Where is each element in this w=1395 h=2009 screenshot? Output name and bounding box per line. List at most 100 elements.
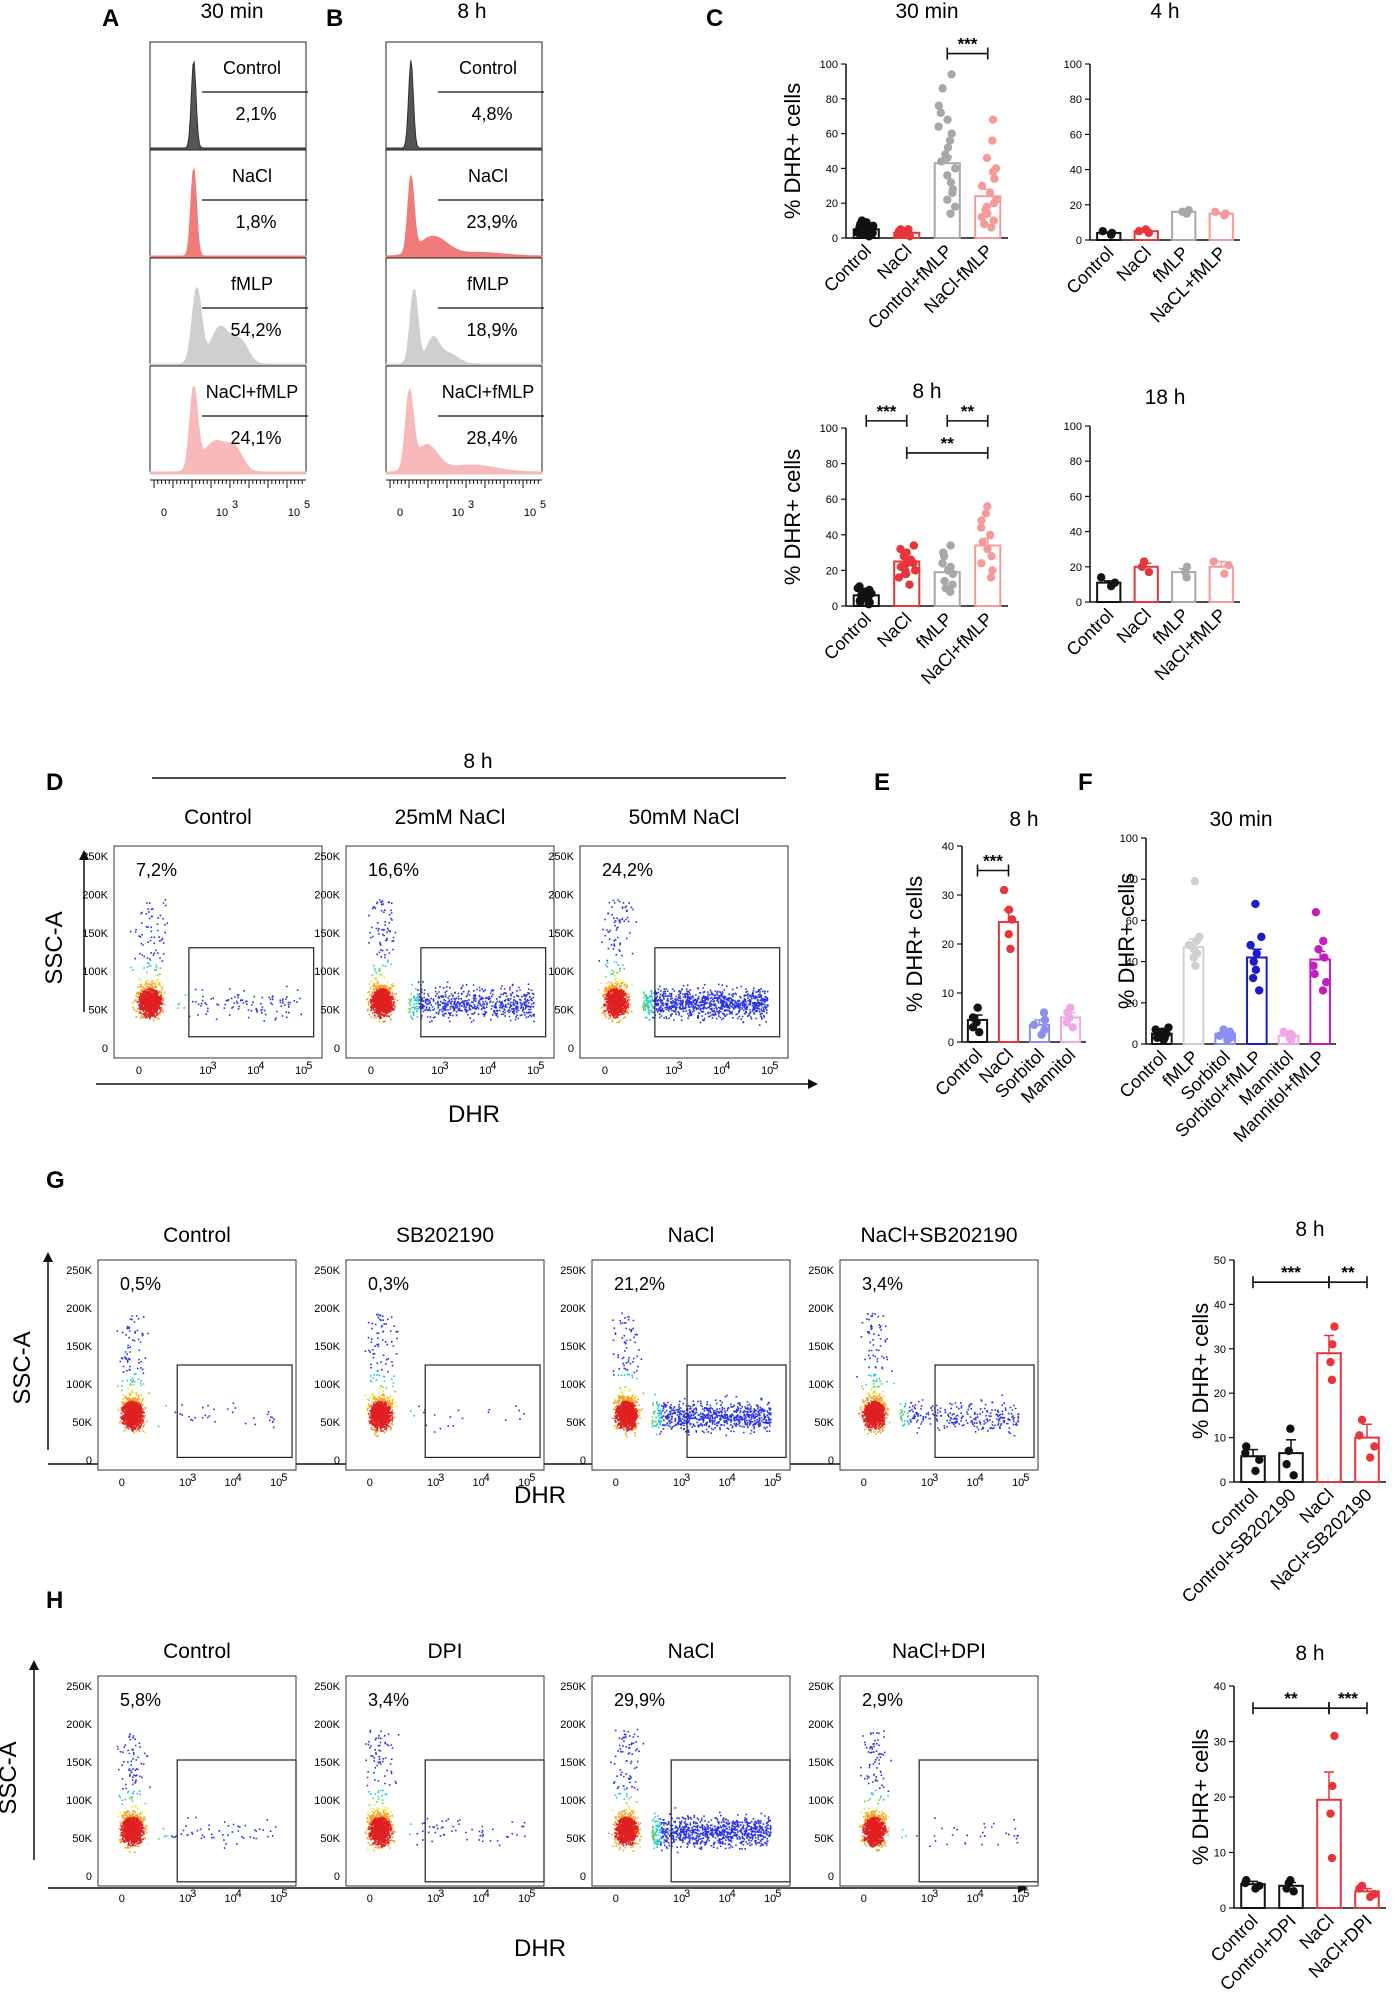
flow-events	[380, 1380, 396, 1393]
data-point	[937, 157, 946, 166]
histogram-curve	[385, 288, 543, 367]
flow-y-tick: 200K	[808, 1719, 834, 1731]
chart-title: 30 min	[895, 0, 958, 23]
flow-events	[619, 1386, 656, 1428]
flow-y-tick: 150K	[66, 1757, 92, 1769]
data-point	[983, 502, 992, 511]
data-point	[991, 164, 1001, 173]
flow-x-tick: 0	[861, 1477, 867, 1489]
flow-events	[117, 1381, 160, 1428]
significance-label: **	[1341, 1263, 1355, 1282]
data-point	[1365, 1453, 1375, 1462]
data-point	[948, 580, 957, 589]
histogram-tick-label: 10	[288, 507, 300, 519]
data-point	[902, 559, 911, 568]
data-point	[904, 225, 913, 234]
flow-x-tick: 10	[921, 1477, 933, 1489]
flow-y-tick: 200K	[314, 1303, 340, 1315]
flow-y-tick: 100K	[560, 1379, 586, 1391]
flow-percent: 16,6%	[368, 860, 419, 880]
chart-y-tick-label: 40	[1070, 527, 1082, 539]
panel-label-d: D	[46, 769, 63, 796]
flow-x-tick: 0	[367, 1477, 373, 1489]
chart-y-tick-label: 40	[1214, 1681, 1226, 1693]
flow-plot-title: NaCl+SB202190	[860, 1224, 1017, 1247]
flow-gate	[420, 947, 547, 1038]
significance-label: **	[1284, 1689, 1298, 1708]
histogram-curve	[385, 60, 543, 151]
flow-y-tick: 150K	[314, 1757, 340, 1769]
flow-y-tick: 150K	[314, 1341, 340, 1353]
flow-x-tick: 10	[295, 1065, 307, 1077]
data-point	[1007, 915, 1017, 924]
flow-x-tick-exp: 4	[258, 1060, 264, 1072]
chart-title: 8 h	[912, 380, 941, 403]
chart-y-tick-label: 60	[826, 494, 838, 506]
flow-x-tick-exp: 3	[211, 1060, 217, 1072]
data-point	[977, 559, 986, 568]
data-point	[976, 523, 986, 532]
flow-y-tick: 150K	[560, 1341, 586, 1353]
flow-percent: 24,2%	[602, 860, 653, 880]
flow-y-tick: 250K	[560, 1265, 586, 1277]
flow-y-tick: 150K	[66, 1341, 92, 1353]
histogram-label: Control	[459, 58, 517, 78]
chart-y-tick-label: 20	[826, 565, 838, 577]
chart-y-tick-label: 60	[1126, 915, 1138, 927]
flow-gate	[670, 1759, 791, 1883]
chart-y-tick-label: 0	[1220, 1477, 1226, 1489]
data-point	[1286, 1424, 1295, 1433]
flow-x-tick: 0	[136, 1065, 142, 1077]
histogram-percent: 4,8%	[471, 104, 512, 124]
data-point	[1040, 1025, 1049, 1034]
flow-x-tick-exp: 4	[490, 1060, 496, 1072]
data-point	[1134, 227, 1144, 236]
significance-label: ***	[1338, 1689, 1358, 1708]
histogram-tick-label: 10	[452, 507, 464, 519]
significance-label: **	[961, 402, 975, 421]
data-point	[938, 548, 948, 557]
flow-gate	[188, 947, 315, 1038]
flow-x-tick-exp: 5	[775, 1888, 781, 1900]
data-point	[1326, 1357, 1335, 1367]
chart-y-tick-label: 0	[832, 601, 838, 613]
data-point	[1246, 940, 1255, 950]
flow-x-tick: 10	[427, 1477, 439, 1489]
flow-y-tick: 250K	[66, 1265, 92, 1277]
flow-y-tick: 0	[580, 1871, 586, 1883]
chart-y-tick-label: 30	[1214, 1737, 1226, 1749]
data-point	[1191, 961, 1200, 970]
chart-y-tick-label: 40	[1214, 1299, 1226, 1311]
flow-plot-frame	[97, 1675, 297, 1887]
flow-x-tick: 10	[713, 1065, 725, 1077]
data-point	[1039, 1008, 1049, 1017]
chart-y-tick-label: 30	[942, 890, 954, 902]
flow-x-tick-exp: 4	[236, 1888, 242, 1900]
chart-y-label: % DHR+ cells	[1188, 1303, 1213, 1439]
data-point	[1326, 1809, 1335, 1818]
flow-plot-title: NaCl	[668, 1224, 715, 1247]
flow-x-tick-exp: 3	[438, 1888, 444, 1900]
chart-y-tick-label: 0	[1220, 1903, 1226, 1915]
flow-gate	[934, 1364, 1035, 1459]
flow-x-tick-exp: 3	[190, 1888, 196, 1900]
histogram-tick-label: 0	[161, 507, 167, 519]
flow-x-tick: 10	[761, 1065, 773, 1077]
data-point	[1162, 1029, 1171, 1038]
data-point	[943, 195, 952, 204]
data-point	[1310, 969, 1319, 979]
data-point	[1004, 930, 1013, 939]
data-point	[941, 584, 950, 593]
data-point	[1257, 932, 1266, 942]
data-point	[1311, 907, 1321, 917]
flow-x-tick: 10	[527, 1065, 539, 1077]
chart-y-label: % DHR+ cells	[780, 449, 805, 585]
chart-y-tick-label: 0	[1076, 597, 1082, 609]
